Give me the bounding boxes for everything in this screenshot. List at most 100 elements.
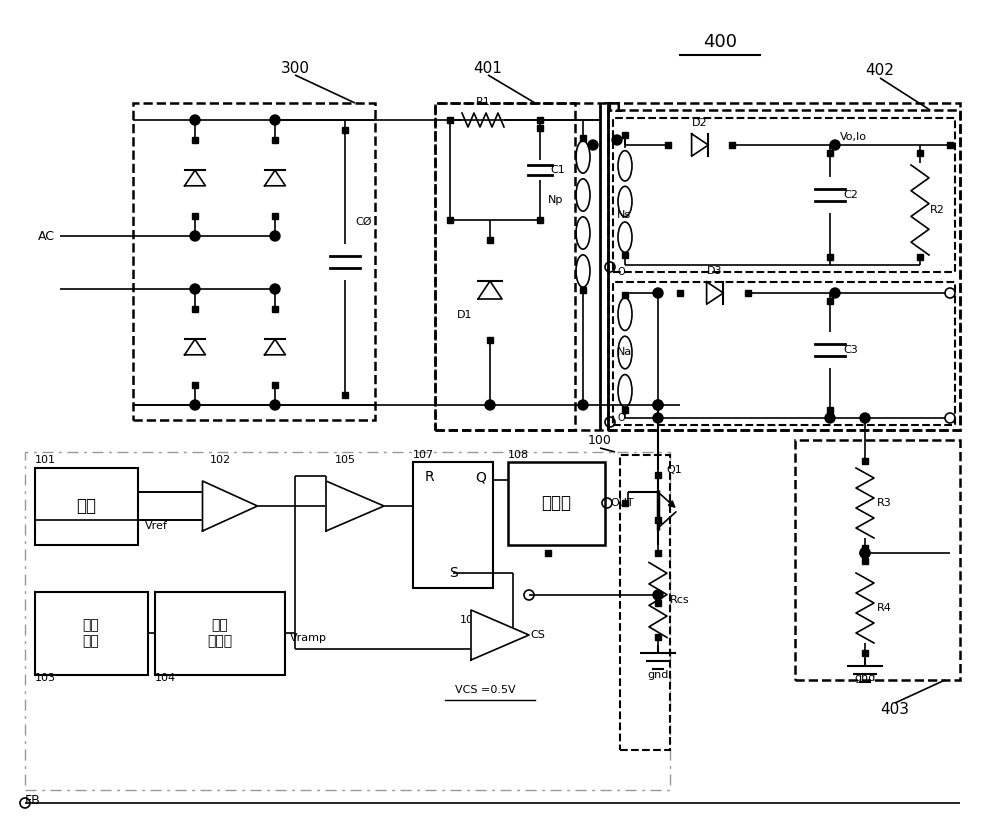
Text: -: - (205, 486, 209, 499)
Text: VCS =0.5V: VCS =0.5V (455, 685, 515, 695)
Circle shape (830, 140, 840, 150)
Text: 103: 103 (35, 673, 56, 683)
Bar (620, 455, 670, 750)
Text: Ns: Ns (617, 210, 631, 220)
Circle shape (270, 115, 280, 125)
Bar (413, 462, 493, 588)
Text: gnd: gnd (854, 673, 876, 683)
Text: T1: T1 (605, 101, 624, 115)
Bar (447, 217, 453, 223)
Bar (487, 337, 493, 343)
Bar (272, 137, 278, 143)
Bar (622, 292, 628, 298)
Bar (745, 290, 751, 296)
Text: R4: R4 (877, 603, 892, 613)
Bar (827, 298, 833, 304)
Circle shape (190, 284, 200, 294)
Circle shape (270, 400, 280, 410)
Circle shape (485, 400, 495, 410)
Bar (862, 545, 868, 551)
Bar (827, 150, 833, 156)
Text: S: S (449, 566, 457, 580)
Bar (580, 287, 586, 293)
Bar (35, 468, 138, 545)
Bar (537, 117, 543, 123)
Bar (192, 382, 198, 388)
Circle shape (653, 590, 663, 600)
Bar (917, 254, 923, 260)
Text: 108: 108 (508, 450, 529, 460)
Circle shape (190, 400, 200, 410)
Bar (655, 634, 661, 640)
Text: Rcs: Rcs (670, 595, 690, 605)
Bar (192, 137, 198, 143)
Text: 401: 401 (474, 61, 502, 76)
Text: R: R (425, 470, 435, 484)
Text: C3: C3 (843, 345, 858, 355)
Bar (827, 407, 833, 413)
Bar (487, 237, 493, 243)
Bar (192, 306, 198, 312)
Bar (655, 517, 661, 523)
Bar (537, 125, 543, 131)
Text: +: + (202, 514, 212, 527)
Text: Vramp: Vramp (290, 633, 327, 643)
Text: O: O (617, 413, 625, 423)
Text: 102: 102 (210, 455, 231, 465)
Bar (655, 472, 661, 478)
Text: FB: FB (25, 793, 41, 807)
Text: 驱动器: 驱动器 (541, 494, 571, 512)
Text: AC: AC (38, 230, 55, 243)
Circle shape (653, 400, 663, 410)
Polygon shape (185, 339, 205, 355)
Bar (192, 213, 198, 219)
Circle shape (270, 231, 280, 241)
Circle shape (612, 135, 622, 145)
Text: CS: CS (530, 630, 545, 640)
Polygon shape (185, 170, 205, 186)
Bar (622, 252, 628, 258)
Text: R1: R1 (476, 97, 490, 107)
Circle shape (860, 413, 870, 423)
Text: +: + (326, 486, 336, 499)
Bar (622, 500, 628, 506)
Bar (435, 103, 575, 430)
Bar (537, 217, 543, 223)
Text: 采样: 采样 (76, 497, 96, 515)
Circle shape (190, 231, 200, 241)
Text: 100: 100 (588, 434, 612, 447)
Bar (827, 254, 833, 260)
Bar (342, 127, 348, 133)
Bar (608, 110, 960, 430)
Text: Vo,Io: Vo,Io (840, 132, 867, 142)
Circle shape (653, 288, 663, 298)
Text: 指数
生成器: 指数 生成器 (207, 618, 233, 648)
Text: R2: R2 (930, 205, 945, 215)
Text: 105: 105 (335, 455, 356, 465)
Polygon shape (692, 134, 708, 156)
Bar (622, 407, 628, 413)
Circle shape (653, 413, 663, 423)
Bar (272, 306, 278, 312)
Bar (795, 440, 960, 680)
Bar (25, 452, 670, 790)
Text: OUT: OUT (610, 498, 634, 508)
Text: 300: 300 (280, 61, 310, 76)
Bar (447, 117, 453, 123)
Bar (508, 462, 605, 545)
Text: Na: Na (617, 347, 632, 357)
Bar (613, 282, 955, 425)
Bar (947, 142, 953, 148)
Text: -: - (329, 514, 333, 527)
Text: Np: Np (548, 195, 563, 205)
Circle shape (578, 400, 588, 410)
Bar (622, 132, 628, 138)
Bar (35, 592, 148, 675)
Bar (613, 118, 955, 272)
Bar (677, 290, 683, 296)
Text: 101: 101 (35, 455, 56, 465)
Text: CØ: CØ (355, 217, 372, 227)
Bar (133, 103, 375, 420)
Text: 403: 403 (881, 703, 910, 718)
Bar (729, 142, 735, 148)
